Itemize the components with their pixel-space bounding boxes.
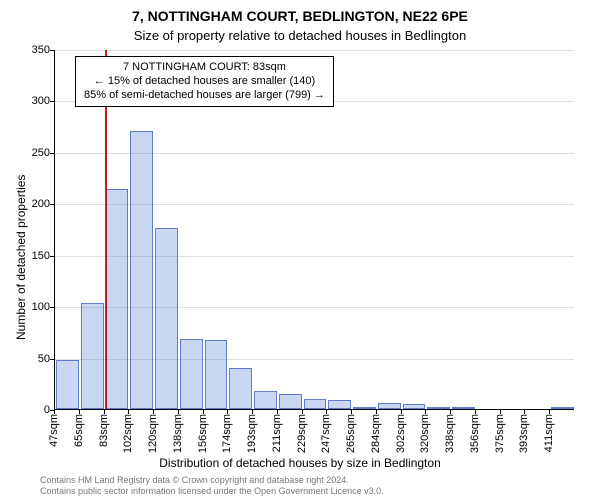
chart-title: 7, NOTTINGHAM COURT, BEDLINGTON, NE22 6P… xyxy=(0,8,600,24)
xtick-label: 375sqm xyxy=(494,414,506,453)
xtick-label: 83sqm xyxy=(98,414,110,447)
histogram-bar xyxy=(279,394,302,409)
histogram-bar xyxy=(205,340,228,409)
ytick-label: 50 xyxy=(10,353,50,365)
xtick-label: 138sqm xyxy=(172,414,184,453)
histogram-bar xyxy=(304,399,327,409)
xtick-label: 338sqm xyxy=(444,414,456,453)
ytick-mark xyxy=(50,359,54,360)
histogram-bar xyxy=(106,189,129,409)
xtick-label: 120sqm xyxy=(147,414,159,453)
ytick-label: 350 xyxy=(10,44,50,56)
histogram-bar xyxy=(229,368,252,409)
ytick-label: 100 xyxy=(10,301,50,313)
gridline xyxy=(55,50,574,51)
ytick-mark xyxy=(50,101,54,102)
histogram-bar xyxy=(427,407,450,409)
x-axis-label: Distribution of detached houses by size … xyxy=(0,456,600,470)
ytick-label: 0 xyxy=(10,404,50,416)
xtick-label: 102sqm xyxy=(122,414,134,453)
ytick-label: 250 xyxy=(10,147,50,159)
xtick-label: 229sqm xyxy=(296,414,308,453)
xtick-label: 47sqm xyxy=(48,414,60,447)
annotation-line: ← 15% of detached houses are smaller (14… xyxy=(84,75,325,89)
histogram-bar xyxy=(180,339,203,409)
histogram-bar xyxy=(353,407,376,409)
histogram-bar xyxy=(81,303,104,409)
footer-attribution: Contains HM Land Registry data © Crown c… xyxy=(40,475,384,496)
footer-line: Contains HM Land Registry data © Crown c… xyxy=(40,475,384,485)
xtick-label: 265sqm xyxy=(345,414,357,453)
xtick-label: 193sqm xyxy=(246,414,258,453)
xtick-label: 302sqm xyxy=(395,414,407,453)
histogram-bar xyxy=(403,404,426,409)
xtick-label: 211sqm xyxy=(271,414,283,452)
ytick-label: 300 xyxy=(10,95,50,107)
chart-container: 7, NOTTINGHAM COURT, BEDLINGTON, NE22 6P… xyxy=(0,0,600,500)
annotation-line: 7 NOTTINGHAM COURT: 83sqm xyxy=(84,61,325,75)
xtick-label: 356sqm xyxy=(469,414,481,453)
ytick-mark xyxy=(50,50,54,51)
histogram-bar xyxy=(378,403,401,409)
xtick-label: 320sqm xyxy=(419,414,431,453)
histogram-bar xyxy=(130,131,153,409)
histogram-bar xyxy=(56,360,79,409)
histogram-bar xyxy=(254,391,277,410)
histogram-bar xyxy=(452,407,475,409)
annotation-box: 7 NOTTINGHAM COURT: 83sqm ← 15% of detac… xyxy=(75,56,334,107)
xtick-label: 393sqm xyxy=(518,414,530,453)
ytick-label: 200 xyxy=(10,198,50,210)
chart-subtitle: Size of property relative to detached ho… xyxy=(0,28,600,43)
ytick-mark xyxy=(50,307,54,308)
xtick-label: 156sqm xyxy=(197,414,209,453)
xtick-label: 284sqm xyxy=(370,414,382,453)
xtick-label: 65sqm xyxy=(73,414,85,447)
annotation-line: 85% of semi-detached houses are larger (… xyxy=(84,89,325,103)
ytick-mark xyxy=(50,256,54,257)
footer-line: Contains public sector information licen… xyxy=(40,486,384,496)
xtick-label: 247sqm xyxy=(320,414,332,453)
histogram-bar xyxy=(551,407,574,409)
ytick-mark xyxy=(50,153,54,154)
xtick-label: 174sqm xyxy=(221,414,233,453)
xtick-label: 411sqm xyxy=(543,414,555,452)
ytick-label: 150 xyxy=(10,250,50,262)
histogram-bar xyxy=(155,228,178,409)
ytick-mark xyxy=(50,204,54,205)
histogram-bar xyxy=(328,400,351,409)
